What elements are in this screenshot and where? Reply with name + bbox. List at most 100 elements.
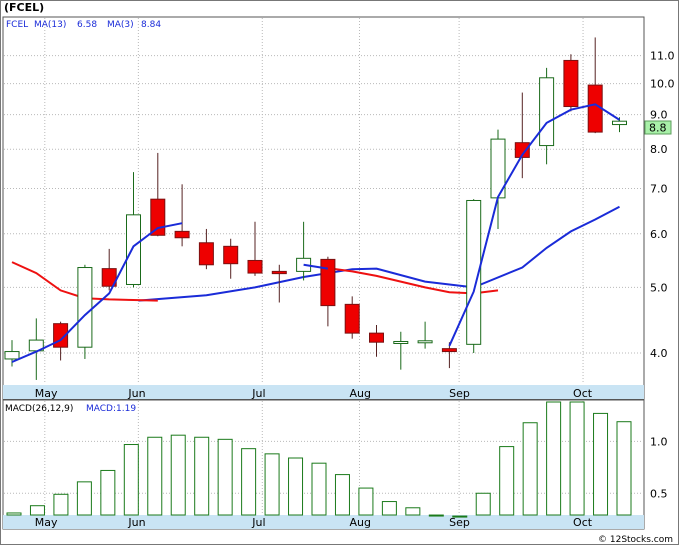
candle-body-down: [563, 59, 579, 108]
legend-ma13-value: 6.58: [77, 20, 97, 30]
price-x-tick: Oct: [573, 387, 593, 400]
candle-body-up: [126, 214, 141, 285]
macd-bar: [29, 505, 45, 516]
candle-body-up: [77, 267, 93, 348]
price-x-tick: Jun: [127, 387, 145, 400]
candle-body-down: [344, 303, 360, 334]
candle: [344, 296, 360, 339]
candle-body-up: [4, 351, 20, 360]
macd-y-tick: 0.5: [650, 487, 668, 500]
price-y-tick: 8.0: [650, 143, 668, 156]
candle: [198, 228, 214, 270]
candle: [126, 172, 141, 288]
macd-y-ticks: 0.5 1.0: [650, 435, 668, 500]
candle-body-down: [223, 245, 239, 265]
macd-bar: [546, 401, 562, 516]
candle-body-down: [369, 332, 384, 343]
macd-x-tick: Aug: [349, 516, 370, 529]
macd-x-tick: Oct: [573, 516, 593, 529]
candle-body-down: [247, 259, 263, 274]
ma-price-segment: [448, 103, 621, 347]
macd-bar: [334, 474, 350, 516]
chart-title: (FCEL): [4, 1, 44, 14]
macd-bar: [241, 448, 257, 516]
candle-body-down: [271, 270, 287, 275]
ma-price-segment: [303, 263, 329, 270]
candle-body-down: [198, 242, 214, 266]
macd-bar: [147, 436, 163, 516]
last-price-label: 8.8: [649, 122, 667, 135]
macd-bar: [311, 462, 327, 516]
price-grid: [4, 18, 643, 384]
price-y-tick: 4.0: [650, 347, 668, 360]
macd-bar: [616, 421, 632, 516]
price-y-tick: 10.0: [650, 78, 675, 91]
macd-bar: [381, 501, 397, 516]
candle-body-up: [466, 199, 482, 345]
candle-body-down: [514, 142, 530, 158]
legend-symbol: FCEL: [6, 20, 28, 30]
macd-bar: [53, 493, 69, 516]
macd-bar: [194, 436, 210, 516]
price-x-tick: Sep: [449, 387, 470, 400]
footer-credit: © 12Stocks.com: [598, 535, 673, 545]
candle: [247, 221, 263, 276]
macd-bar: [358, 487, 374, 516]
macd-x-tick: Sep: [449, 516, 470, 529]
ma-long-line: [138, 205, 620, 302]
macd-x-tick: May: [35, 516, 58, 529]
macd-bar: [522, 422, 538, 516]
macd-bar: [405, 507, 421, 516]
candle: [101, 248, 117, 291]
price-y-tick: 11.0: [650, 50, 675, 63]
macd-x-tick: Jul: [251, 516, 265, 529]
macd-y-tick: 1.0: [650, 435, 668, 448]
price-y-tick: 5.0: [650, 281, 668, 294]
candle-body-up: [417, 340, 433, 344]
last-price-box: [644, 120, 672, 135]
candle-body-down: [320, 258, 336, 307]
macd-bar: [428, 514, 444, 517]
macd-bar: [170, 434, 186, 516]
candle: [223, 238, 239, 279]
candles: [4, 37, 627, 380]
candle: [514, 92, 530, 179]
macd-bar: [288, 457, 304, 516]
price-x-ticks: May Jun Jul Aug Sep Oct: [35, 387, 593, 400]
macd-bar: [76, 481, 92, 516]
candle: [150, 152, 166, 237]
macd-x-tick: Jun: [127, 516, 145, 529]
legend-ma13-label: MA(13): [34, 20, 66, 30]
ma-price-line: [11, 103, 621, 363]
macd-bar: [569, 401, 585, 516]
candle: [417, 321, 433, 349]
candle-body-up: [393, 340, 409, 344]
candle: [174, 184, 190, 247]
candle: [490, 129, 506, 229]
legend-ma3-label: MA(3): [107, 20, 134, 30]
ma-slow-line: [138, 205, 620, 302]
macd-bar: [217, 438, 233, 516]
candle: [393, 331, 409, 370]
macd-bar: [100, 469, 116, 516]
price-x-tick: Jul: [251, 387, 265, 400]
candle: [320, 256, 336, 327]
candle-body-down: [150, 198, 166, 236]
candle: [271, 264, 287, 303]
candle: [4, 340, 20, 367]
macd-bar: [123, 444, 139, 516]
macd-bar: [6, 512, 22, 516]
candle: [563, 54, 579, 112]
ma-price-segment: [11, 222, 183, 363]
price-x-axis-band: [3, 385, 644, 399]
macd-legend-label: MACD(26,12,9): [5, 404, 73, 414]
macd-bar: [452, 515, 468, 518]
macd-bar: [475, 492, 491, 516]
price-x-tick: Aug: [349, 387, 370, 400]
price-y-tick: 9.0: [650, 109, 668, 122]
candle-body-up: [539, 77, 555, 147]
macd-bar: [593, 412, 609, 516]
price-x-tick: May: [35, 387, 58, 400]
